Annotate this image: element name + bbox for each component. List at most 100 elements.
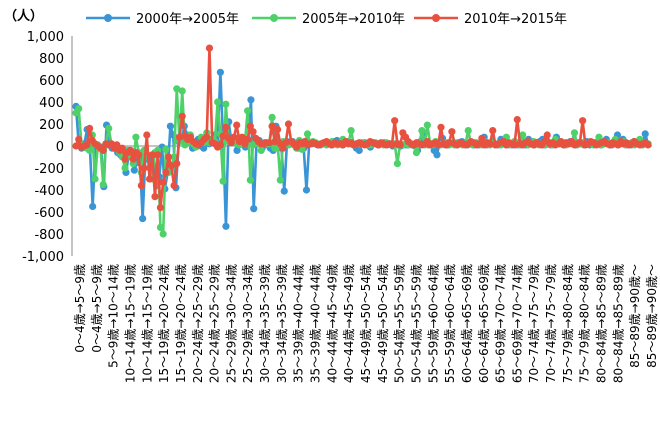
legend-marker [104, 14, 112, 22]
data-point [434, 141, 442, 149]
data-point [543, 131, 551, 139]
data-point [99, 146, 107, 154]
data-point [247, 96, 255, 104]
x-tick-label: 10～14歳→15～19歳 [140, 264, 154, 383]
data-point [412, 149, 421, 157]
data-point [129, 155, 137, 163]
data-point [173, 85, 181, 93]
x-tick-label: 20～24歳→25～29歳 [208, 264, 222, 383]
data-point [393, 160, 402, 168]
data-point [280, 187, 288, 195]
x-tick-label: 70～74歳→75～79歳 [544, 264, 558, 383]
data-point [121, 164, 129, 172]
data-point [200, 144, 208, 152]
data-point [540, 138, 549, 146]
data-point [83, 141, 91, 149]
data-point [238, 133, 246, 141]
data-point [170, 182, 178, 190]
y-tick-label: 800 [39, 52, 64, 67]
x-tick-label: 45～49歳→50～54歳 [359, 264, 373, 383]
data-point [445, 139, 453, 147]
y-tick-label: 400 [39, 96, 64, 111]
legend-label: 2000年→2005年 [136, 12, 239, 27]
data-point [167, 162, 175, 170]
x-tick-label: 80～84歳→85～89歳 [611, 264, 625, 383]
data-point [86, 146, 94, 154]
x-tick-label: 60～64歳→65～69歳 [460, 264, 474, 383]
x-tick-label: 35～39歳→40～44歳 [292, 264, 306, 383]
data-point [250, 205, 258, 213]
x-tick-label: 10～14歳→15～19歳 [123, 264, 137, 383]
data-point [113, 141, 121, 149]
data-point [388, 141, 396, 149]
data-point [159, 178, 167, 186]
data-point [246, 122, 254, 130]
x-tick-label: 85～89歳→90歳～ [645, 264, 659, 368]
data-point [437, 123, 445, 131]
y-tick-label: 200 [39, 118, 64, 133]
data-point [513, 116, 521, 124]
data-point [478, 134, 486, 142]
data-point [118, 144, 126, 152]
x-tick-label: 55～59歳→60～64歳 [426, 264, 440, 383]
x-axis: 0～4歳→5～9歳 0～4歳→5～9歳 5～9歳→10～14歳 10～14歳→15～1… [72, 145, 659, 383]
data-point [510, 141, 519, 149]
data-point [132, 133, 140, 141]
x-tick-label: 65～69歳→70～74歳 [494, 264, 508, 383]
x-tick-label: 75～79歳→80～84歳 [578, 264, 592, 383]
y-tick-label: -600 [34, 206, 64, 221]
data-point [423, 121, 431, 129]
data-point [166, 122, 175, 130]
legend-marker [432, 14, 440, 22]
data-point [273, 125, 282, 134]
x-tick-label: 25～29歳→30～34歳 [241, 264, 255, 383]
data-point [72, 142, 80, 150]
x-tick-label: 75～79歳→80～84歳 [561, 264, 575, 383]
data-point [249, 128, 257, 136]
data-point [276, 176, 284, 184]
data-point [178, 87, 186, 95]
data-point [233, 121, 241, 129]
x-tick-label: 60～64歳→65～69歳 [477, 264, 491, 383]
data-point [303, 130, 312, 138]
data-point [170, 153, 178, 161]
data-point [448, 128, 456, 136]
y-tick-label: 0 [56, 140, 64, 155]
y-tick-label: 1,000 [27, 30, 64, 45]
data-point [139, 215, 147, 223]
y-tick-label: -800 [34, 228, 64, 243]
legend-item: 2000年→2005年 [86, 12, 239, 27]
x-tick-label: 0～4歳→5～9歳 [73, 264, 87, 353]
x-tick-label: 70～74歳→75～79歳 [527, 264, 541, 383]
x-tick-label: 85～89歳→90歳～ [628, 264, 642, 368]
x-tick-label: 50～54歳→55～59歳 [393, 264, 407, 383]
data-point [156, 204, 165, 212]
data-point [595, 133, 603, 141]
data-point [396, 141, 404, 149]
data-point [271, 144, 279, 152]
data-point [162, 168, 170, 176]
legend-marker [270, 14, 278, 22]
data-point [121, 155, 129, 163]
data-point [282, 139, 290, 147]
data-point [89, 202, 97, 211]
x-tick-label: 30～34歳→35～39歳 [275, 264, 289, 383]
x-tick-label: 55～59歳→60～64歳 [443, 264, 457, 383]
x-tick-label: 40～44歳→45～49歳 [325, 264, 339, 383]
legend-item: 2010年→2015年 [414, 12, 567, 27]
data-point [644, 141, 652, 149]
data-point [126, 146, 135, 154]
data-point [391, 117, 399, 125]
legend: 2000年→2005年 2005年→2010年 2010年→2015年 [86, 12, 567, 27]
y-tick-label: -1,000 [22, 250, 64, 265]
data-point [433, 151, 441, 159]
data-point [268, 113, 276, 121]
x-tick-label: 50～54歳→55～59歳 [409, 264, 423, 383]
data-point [219, 177, 227, 185]
data-point [222, 123, 230, 131]
x-tick-label: 65～69歳→70～74歳 [510, 264, 524, 383]
data-point [145, 175, 154, 183]
data-point [151, 193, 159, 201]
data-point [298, 145, 306, 153]
